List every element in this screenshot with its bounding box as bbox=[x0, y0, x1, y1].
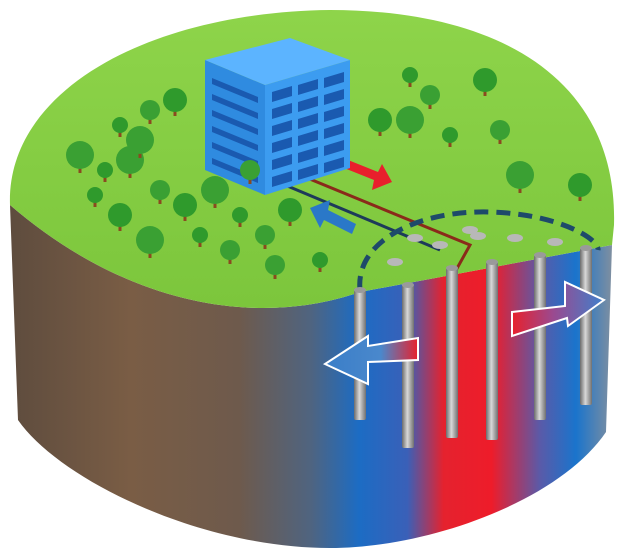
borehole-pipe bbox=[402, 285, 414, 448]
window bbox=[298, 164, 318, 180]
borehole-cap bbox=[470, 232, 486, 240]
arrow-blue bbox=[310, 200, 356, 234]
arrow-heat-out bbox=[511, 280, 606, 338]
arrow-cold-out bbox=[322, 334, 419, 386]
tree-crown bbox=[192, 227, 208, 243]
tree-crown bbox=[312, 252, 328, 268]
tree-crown bbox=[150, 180, 170, 200]
building-roof bbox=[205, 38, 350, 85]
tree-crown bbox=[66, 141, 94, 169]
borehole-caps bbox=[387, 226, 563, 266]
tree-crown bbox=[506, 161, 534, 189]
tree-crown bbox=[490, 120, 510, 140]
tree-crown bbox=[240, 160, 260, 180]
borehole-cap bbox=[407, 234, 423, 242]
borehole-top bbox=[446, 265, 458, 271]
window bbox=[324, 140, 344, 156]
tree-crown bbox=[136, 226, 164, 254]
borefield-boundary bbox=[357, 209, 601, 291]
window bbox=[324, 106, 344, 122]
tree-crown bbox=[473, 68, 497, 92]
tree-crown bbox=[420, 85, 440, 105]
window bbox=[272, 86, 292, 102]
tree-crown bbox=[87, 187, 103, 203]
window-left bbox=[212, 126, 258, 151]
tree-crown bbox=[97, 162, 113, 178]
tree-crown bbox=[255, 225, 275, 245]
tree-crown bbox=[112, 117, 128, 133]
window bbox=[272, 137, 292, 153]
tree-crown bbox=[220, 240, 240, 260]
window bbox=[298, 113, 318, 129]
tree-crown bbox=[232, 207, 248, 223]
window-left bbox=[212, 78, 258, 103]
window bbox=[298, 96, 318, 112]
borehole-top bbox=[534, 252, 546, 258]
window bbox=[324, 89, 344, 105]
tree-crown bbox=[108, 203, 132, 227]
boreholes bbox=[354, 245, 592, 448]
window bbox=[298, 79, 318, 95]
tree-crown bbox=[126, 126, 154, 154]
window bbox=[324, 123, 344, 139]
ground-side bbox=[10, 205, 612, 548]
borehole-pipe bbox=[534, 255, 546, 420]
window bbox=[324, 72, 344, 88]
window bbox=[272, 120, 292, 136]
borehole-cap bbox=[507, 234, 523, 242]
borehole-cap bbox=[462, 226, 478, 234]
tree-crown bbox=[568, 173, 592, 197]
tree-crown bbox=[396, 106, 424, 134]
window bbox=[272, 171, 292, 187]
window bbox=[272, 103, 292, 119]
tree-crown bbox=[163, 88, 187, 112]
tree-crown bbox=[201, 176, 229, 204]
tree-crown bbox=[173, 193, 197, 217]
tree-crown bbox=[368, 108, 392, 132]
window-left bbox=[212, 94, 258, 119]
window bbox=[298, 147, 318, 163]
pipe-line-red bbox=[299, 173, 473, 273]
borehole-top bbox=[354, 287, 366, 293]
borehole-cap bbox=[432, 241, 448, 249]
borehole-pipe bbox=[486, 262, 498, 440]
window-left bbox=[212, 110, 258, 135]
borehole-pipe bbox=[580, 248, 592, 405]
tree-crown bbox=[140, 100, 160, 120]
borehole-top bbox=[580, 245, 592, 251]
borehole-cap bbox=[547, 238, 563, 246]
tree-crown bbox=[442, 127, 458, 143]
tree-crown bbox=[265, 255, 285, 275]
window bbox=[324, 157, 344, 173]
arrow-red bbox=[344, 160, 392, 190]
borehole-cap bbox=[387, 258, 403, 266]
trees bbox=[66, 67, 592, 279]
borehole-top bbox=[402, 282, 414, 288]
window bbox=[272, 154, 292, 170]
window bbox=[298, 130, 318, 146]
borehole-pipe bbox=[446, 268, 458, 438]
tree-crown bbox=[278, 198, 302, 222]
tree-crown bbox=[402, 67, 418, 83]
borehole-top bbox=[486, 259, 498, 265]
